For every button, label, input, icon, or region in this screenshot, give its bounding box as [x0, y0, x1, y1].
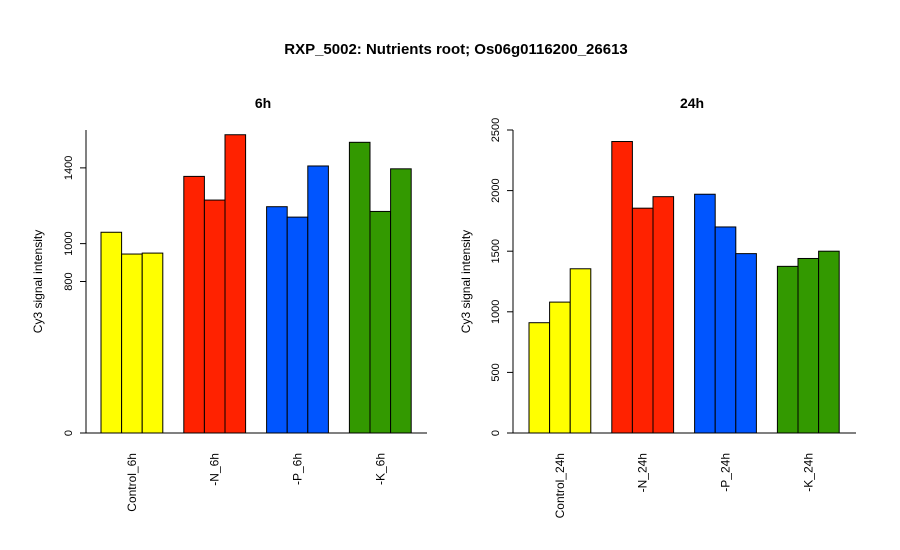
panel-24h: 24h 0 500 1000 1500 2000 2500 Cy3 signal intens…	[459, 95, 856, 518]
bar--N_24h-3	[652, 196, 675, 434]
bar--P_6h-3	[307, 165, 329, 434]
bar--N_6h-3	[224, 134, 247, 434]
y-axis-title: Cy3 signal intensity	[31, 230, 45, 333]
y-tick-label: 0	[63, 430, 75, 436]
y-axis-title: Cy3 signal intensity	[459, 230, 473, 333]
y-tick-label: 0	[490, 430, 502, 436]
bar-Control_24h-1	[528, 322, 551, 434]
bar--N_6h-1	[183, 175, 205, 434]
bar--P_24h-1	[694, 193, 716, 434]
y-tick-label: 2500	[490, 118, 502, 142]
category-label: -N_6h	[208, 453, 222, 486]
y-tick-label: 1000	[490, 300, 502, 324]
bar--N_6h-2	[203, 199, 226, 434]
bar--K_6h-1	[348, 141, 371, 434]
bar--K_6h-3	[390, 168, 412, 434]
bar--K_6h-2	[369, 210, 392, 434]
bar--P_24h-2	[714, 226, 737, 434]
panel-title-24h: 24h	[680, 95, 704, 111]
category-label: -P_24h	[719, 453, 733, 492]
y-tick-label: 2000	[490, 178, 502, 202]
category-label: -N_24h	[636, 453, 650, 492]
y-tick-label: 1000	[63, 231, 75, 255]
bar--K_24h-3	[818, 250, 840, 434]
category-label: -K_24h	[801, 453, 815, 492]
y-tick-label: 1500	[490, 239, 502, 263]
category-label: -P_6h	[291, 453, 305, 485]
bar-Control_6h-2	[121, 253, 143, 434]
panel-title-6h: 6h	[255, 95, 271, 111]
bar--K_24h-2	[797, 257, 820, 434]
bar--K_24h-1	[776, 265, 799, 434]
bar--P_24h-3	[735, 253, 757, 434]
bar--P_6h-2	[286, 216, 309, 434]
category-label: Control_6h	[125, 453, 139, 512]
bar--N_24h-1	[611, 141, 633, 434]
category-label: -K_6h	[373, 453, 387, 485]
bar-Control_6h-3	[141, 252, 164, 434]
y-tick-label: 800	[63, 272, 75, 290]
bar--P_6h-1	[266, 206, 288, 434]
category-label: Control_24h	[553, 453, 567, 518]
bar--N_24h-2	[631, 207, 654, 434]
y-tick-label: 1400	[63, 156, 75, 180]
panel-6h: 6h 0 800 1000 1400 Cy3 signal intensity Contro…	[31, 95, 427, 512]
y-tick-label: 500	[490, 363, 502, 381]
main-title: RXP_5002: Nutrients root; Os06g0116200_2…	[284, 41, 628, 58]
bar-Control_24h-2	[549, 301, 571, 434]
bar-Control_6h-1	[100, 231, 123, 434]
bar-Control_24h-3	[569, 268, 592, 434]
